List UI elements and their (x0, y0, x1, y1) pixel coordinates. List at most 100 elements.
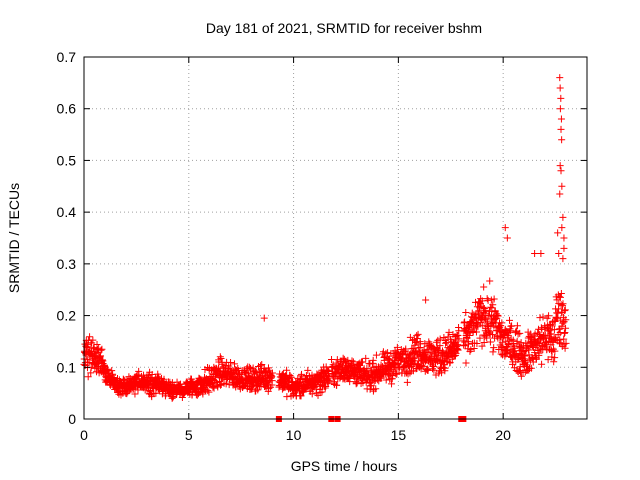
data-point (86, 333, 94, 341)
data-point (494, 312, 502, 320)
data-point (505, 316, 513, 324)
data-point (402, 345, 410, 353)
data-point (559, 255, 567, 263)
data-point (537, 250, 545, 258)
data-point (505, 328, 513, 336)
data-point (388, 380, 396, 388)
data-point (514, 330, 522, 338)
data-point (369, 356, 377, 364)
data-point (455, 335, 463, 343)
data-point (432, 338, 440, 346)
data-point (460, 341, 468, 349)
data-point (554, 309, 562, 317)
data-point (558, 224, 566, 232)
y-tick-label: 0.2 (57, 308, 77, 324)
x-tick-label: 10 (286, 427, 302, 443)
data-point (260, 314, 268, 322)
data-point (349, 358, 357, 366)
data-point (227, 359, 235, 367)
data-point (436, 335, 444, 343)
data-point (222, 380, 230, 388)
data-point (368, 359, 376, 367)
data-point (501, 224, 509, 232)
data-point (308, 390, 316, 398)
data-point (538, 360, 546, 368)
y-tick-label: 0.5 (57, 152, 77, 168)
plot-frame (83, 56, 588, 420)
y-tick-label: 0.1 (57, 359, 77, 375)
data-point (476, 334, 484, 342)
data-point (504, 332, 512, 340)
data-point (84, 373, 92, 381)
data-point (483, 334, 491, 342)
data-point (422, 296, 430, 304)
data-point (556, 162, 564, 170)
data-point (442, 339, 450, 347)
data-point (473, 339, 481, 347)
data-point (481, 309, 489, 317)
data-point (516, 329, 524, 337)
data-point (454, 331, 462, 339)
data-point (231, 360, 239, 368)
data-points (80, 74, 570, 422)
data-point (513, 322, 521, 330)
data-point (435, 346, 443, 354)
data-point (557, 115, 565, 123)
data-point (556, 336, 564, 344)
data-point (333, 356, 341, 364)
data-point (474, 323, 482, 331)
data-point (536, 314, 544, 322)
data-point (372, 385, 380, 393)
grid-lines (84, 57, 587, 419)
data-point (465, 340, 473, 348)
data-point (462, 359, 470, 367)
data-point (467, 346, 475, 354)
data-point (283, 366, 291, 374)
data-point (498, 319, 506, 327)
data-point (560, 234, 568, 242)
data-point (286, 372, 294, 380)
data-point (358, 358, 366, 366)
data-point (430, 366, 438, 374)
data-point (557, 125, 565, 133)
data-point (297, 392, 305, 400)
data-point (515, 367, 523, 375)
data-point (482, 306, 490, 314)
data-point (403, 378, 411, 386)
data-point (478, 342, 486, 350)
data-point (556, 84, 564, 92)
data-point (556, 105, 564, 113)
data-point (554, 229, 562, 237)
data-point (419, 362, 427, 370)
data-point (559, 300, 567, 308)
y-tick-label: 0 (68, 411, 76, 427)
data-point (333, 381, 341, 389)
data-point (318, 388, 326, 396)
data-point (268, 377, 276, 385)
data-point (503, 234, 511, 242)
data-point (486, 338, 494, 346)
y-tick-label: 0.6 (57, 101, 77, 117)
x-tick-label: 15 (391, 427, 407, 443)
data-point (109, 370, 117, 378)
data-point (343, 364, 351, 372)
data-point (441, 364, 449, 372)
data-point (442, 338, 450, 346)
data-point (346, 374, 354, 382)
data-point (555, 250, 563, 258)
data-point (489, 348, 497, 356)
data-point (182, 378, 190, 386)
data-point (97, 346, 105, 354)
data-point (490, 295, 498, 303)
data-point (483, 295, 491, 303)
data-point (268, 369, 276, 377)
x-tick-label: 5 (185, 427, 193, 443)
x-tick-label: 20 (495, 427, 511, 443)
data-point (359, 379, 367, 387)
data-point (323, 366, 331, 374)
data-point (527, 364, 535, 372)
data-point (133, 371, 141, 379)
data-point (535, 349, 543, 357)
x-axis-label: GPS time / hours (291, 458, 398, 474)
data-point (561, 344, 569, 352)
